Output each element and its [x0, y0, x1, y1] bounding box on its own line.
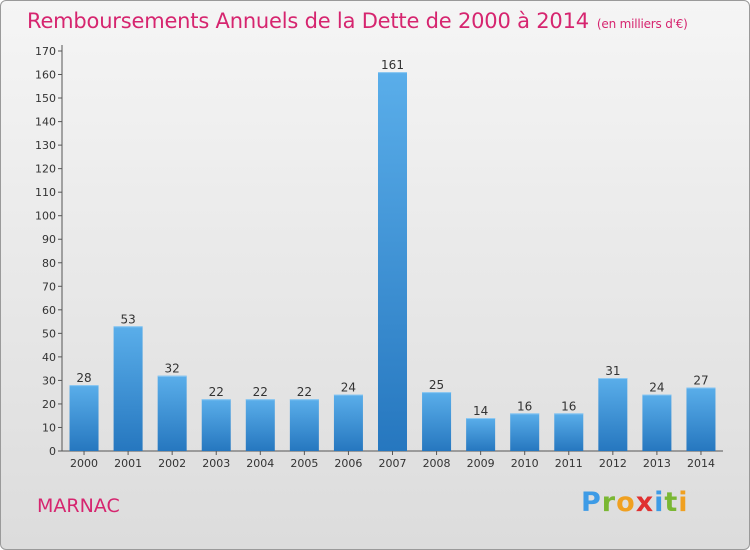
bar [510, 413, 540, 451]
bar [333, 394, 363, 451]
chart-subtitle: (en milliers d'€) [596, 17, 688, 31]
chart-title: Remboursements Annuels de la Dette de 20… [27, 9, 688, 33]
bar [598, 378, 628, 451]
bar [289, 399, 319, 451]
y-tick-label: 70 [42, 280, 56, 293]
x-tick-label: 2008 [423, 457, 451, 470]
y-tick-label: 100 [35, 210, 56, 223]
bar-value-label: 16 [517, 399, 532, 413]
bar [642, 394, 672, 451]
x-tick-label: 2013 [643, 457, 671, 470]
x-tick-label: 2011 [555, 457, 583, 470]
bar [157, 375, 187, 451]
x-tick-label: 2006 [334, 457, 362, 470]
x-tick-label: 2014 [687, 457, 715, 470]
bar-value-label: 27 [693, 373, 708, 387]
y-tick-label: 0 [49, 445, 56, 458]
y-tick-label: 30 [42, 374, 56, 387]
bar-value-label: 25 [429, 378, 444, 392]
bar [686, 387, 716, 451]
y-tick-label: 80 [42, 257, 56, 270]
bar-value-label: 53 [120, 312, 135, 326]
x-tick-label: 2007 [379, 457, 407, 470]
y-tick-label: 110 [35, 186, 56, 199]
y-tick-label: 140 [35, 116, 56, 129]
y-tick-label: 60 [42, 304, 56, 317]
bar [554, 413, 584, 451]
bar-value-label: 24 [341, 381, 356, 395]
x-tick-label: 2010 [511, 457, 539, 470]
bar-value-label: 28 [76, 371, 91, 385]
bar-value-label: 24 [649, 381, 664, 395]
bar [466, 418, 496, 451]
x-tick-label: 2000 [70, 457, 98, 470]
bar [245, 399, 275, 451]
y-tick-label: 130 [35, 139, 56, 152]
bar-value-label: 16 [561, 399, 576, 413]
y-tick-label: 10 [42, 421, 56, 434]
x-tick-label: 2012 [599, 457, 627, 470]
bar-value-label: 14 [473, 404, 488, 418]
x-tick-label: 2005 [290, 457, 318, 470]
bar-value-label: 22 [253, 385, 268, 399]
y-tick-label: 150 [35, 92, 56, 105]
bar [378, 72, 407, 452]
bar [422, 392, 452, 451]
chart-title-text: Remboursements Annuels de la Dette de 20… [27, 9, 589, 33]
bar [201, 399, 231, 451]
bar-value-label: 32 [165, 362, 180, 376]
y-tick-label: 40 [42, 351, 56, 364]
x-tick-label: 2009 [467, 457, 495, 470]
x-tick-label: 2001 [114, 457, 142, 470]
x-tick-label: 2004 [246, 457, 274, 470]
bar [69, 385, 99, 451]
y-tick-label: 50 [42, 327, 56, 340]
bar-value-label: 22 [297, 385, 312, 399]
y-tick-label: 160 [35, 69, 56, 82]
bar-value-label: 22 [209, 385, 224, 399]
y-tick-label: 20 [42, 398, 56, 411]
bar-value-label: 31 [605, 364, 620, 378]
y-tick-label: 120 [35, 163, 56, 176]
y-tick-label: 90 [42, 233, 56, 246]
commune-name: MARNAC [37, 495, 120, 517]
x-tick-label: 2002 [158, 457, 186, 470]
bar-value-label: 161 [381, 58, 404, 72]
y-tick-label: 170 [35, 45, 56, 58]
bar [113, 326, 143, 451]
proxiti-logo: Proxiti [581, 487, 689, 518]
x-tick-label: 2003 [202, 457, 230, 470]
